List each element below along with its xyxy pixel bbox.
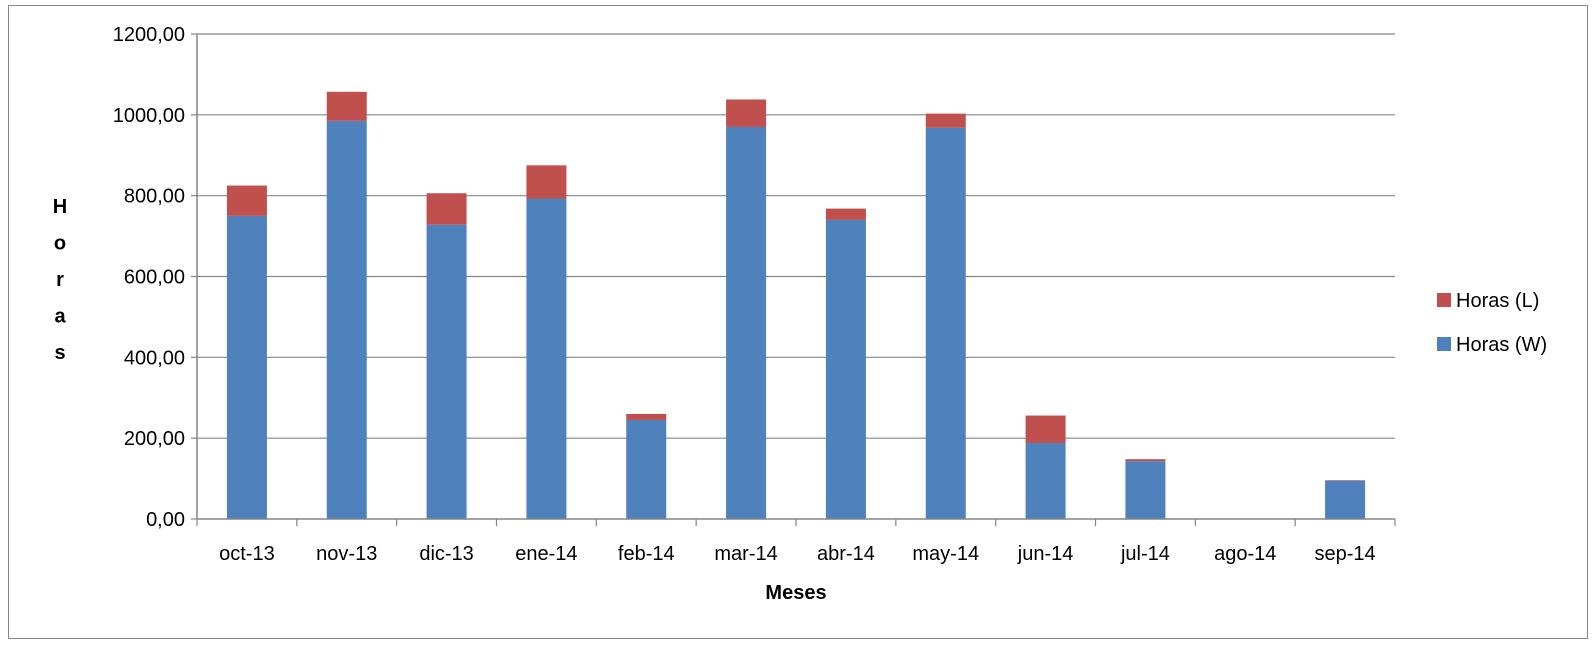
legend-label: Horas (W) bbox=[1456, 334, 1547, 356]
bar-horas-l bbox=[526, 165, 567, 199]
y-axis-title-letter: a bbox=[54, 306, 66, 328]
bar-horas-w bbox=[1125, 461, 1166, 519]
bar-horas-w bbox=[526, 198, 567, 519]
bar-horas-l bbox=[1025, 415, 1066, 444]
bar-horas-l bbox=[226, 185, 267, 216]
legend-label: Horas (L) bbox=[1456, 290, 1539, 312]
y-tick-labels: 0,00 200,00 400,00 600,00 800,00 1000,00 1200,… bbox=[113, 24, 185, 531]
gridlines bbox=[191, 33, 1396, 526]
y-tick-label: 400,00 bbox=[124, 347, 185, 369]
bar-horas-l bbox=[326, 91, 367, 121]
bar-horas-w bbox=[1025, 443, 1066, 519]
legend: Horas (L) Horas (W) bbox=[1437, 290, 1547, 356]
x-tick-labels: oct-13 nov-13 dic-13 ene-14 feb-14 mar-14 abr-… bbox=[219, 543, 1376, 565]
y-axis-title-letter: r bbox=[56, 269, 64, 291]
x-tick-label: abr-14 bbox=[817, 543, 875, 565]
bar-horas-l bbox=[1125, 459, 1166, 462]
y-tick-label: 200,00 bbox=[124, 428, 185, 450]
x-tick-label: jun-14 bbox=[1017, 543, 1074, 565]
x-tick-label: oct-13 bbox=[219, 543, 275, 565]
bar-horas-w bbox=[726, 126, 767, 519]
y-tick-label: 0,00 bbox=[146, 509, 185, 531]
bar-horas-w bbox=[626, 419, 667, 519]
axes bbox=[196, 34, 1395, 520]
chart-frame bbox=[8, 5, 1588, 639]
y-axis-title-letter: H bbox=[53, 196, 67, 218]
legend-swatch bbox=[1437, 337, 1451, 351]
y-tick-label: 600,00 bbox=[124, 267, 185, 289]
bar-horas-l bbox=[825, 208, 866, 220]
x-tick-label: ago-14 bbox=[1214, 543, 1276, 565]
bar-horas-w bbox=[426, 224, 467, 519]
x-tick-label: nov-13 bbox=[316, 543, 377, 565]
bar-horas-w bbox=[226, 215, 267, 519]
bar-horas-w bbox=[925, 127, 966, 520]
bar-horas-w bbox=[326, 120, 367, 519]
y-axis-title-letter: o bbox=[54, 233, 66, 255]
y-tick-label: 1200,00 bbox=[113, 24, 185, 46]
y-axis-title: Horas bbox=[53, 196, 67, 364]
bar-horas-w bbox=[1325, 480, 1366, 519]
bar-horas-l bbox=[726, 99, 767, 127]
x-tick-label: may-14 bbox=[912, 543, 979, 565]
legend-swatch bbox=[1437, 293, 1451, 307]
y-tick-label: 1000,00 bbox=[113, 105, 185, 127]
y-tick-label: 800,00 bbox=[124, 186, 185, 208]
bars bbox=[226, 91, 1366, 520]
bar-horas-l bbox=[426, 193, 467, 225]
x-tick-label: dic-13 bbox=[419, 543, 473, 565]
y-axis-title-letter: s bbox=[54, 342, 65, 364]
x-tick-label: ene-14 bbox=[515, 543, 577, 565]
x-axis-title: Meses bbox=[765, 582, 826, 604]
bar-horas-l bbox=[925, 113, 966, 128]
bar-horas-l bbox=[626, 413, 667, 420]
x-tick-label: feb-14 bbox=[618, 543, 675, 565]
x-tick-label: jul-14 bbox=[1120, 543, 1170, 565]
x-tick-label: sep-14 bbox=[1315, 543, 1376, 565]
bar-horas-w bbox=[825, 219, 866, 519]
x-tick-label: mar-14 bbox=[714, 543, 777, 565]
